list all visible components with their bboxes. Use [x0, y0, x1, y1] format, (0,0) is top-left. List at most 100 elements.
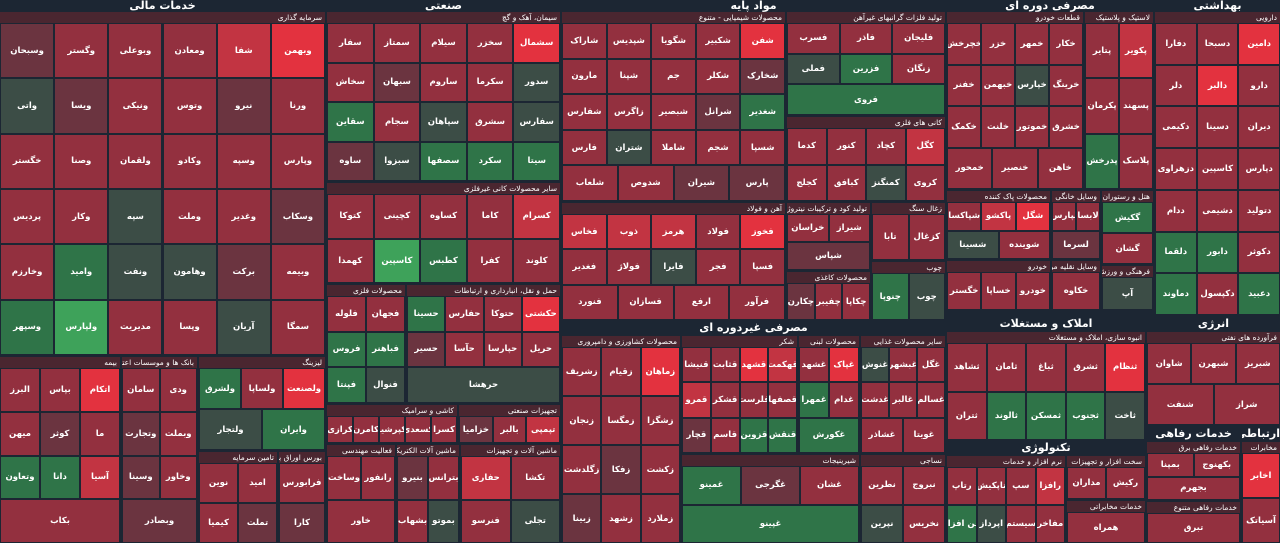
stock-tile: فجر	[695, 249, 741, 285]
stock-tile: فایرا	[651, 249, 696, 285]
group-title: وسایل نقلیه موتوری	[1052, 261, 1100, 272]
stock-tile: شنفت	[1147, 384, 1214, 425]
group-title: فعالیت مهندسی	[327, 445, 395, 456]
stock-tile: خزامیا	[459, 416, 493, 443]
stock-tile: زمگسا	[601, 396, 641, 445]
stock-tile: غمهرا	[799, 382, 829, 418]
stock-tile: وبصادر	[122, 499, 197, 543]
stock-tile: خلنت	[981, 106, 1015, 148]
stock-tile: ثامان	[986, 343, 1027, 392]
stock-tile: شرانل	[695, 94, 741, 130]
group-title: سایر محصولات کانی غیرفلزی	[327, 183, 560, 194]
stock-tile: ولشرق	[199, 368, 241, 409]
stock-tile: لسرما	[1052, 230, 1100, 259]
stock-tile: بموتو	[428, 499, 459, 543]
stock-tile: حفارس	[445, 296, 484, 332]
stock-tile: فزرین	[839, 53, 893, 85]
group-title: تولید فلزات گرانبهای غیرآهن	[787, 12, 945, 23]
stock-tile: اپرداز	[976, 505, 1006, 543]
group-title: خدمات مخابراتی	[1067, 501, 1145, 512]
stock-tile: ثتران	[947, 391, 987, 440]
sector-title: صنعتی	[327, 0, 560, 12]
stock-tile: حسیر	[407, 331, 446, 368]
stock-tile: سجام	[373, 102, 421, 142]
stock-tile: حپارسا	[483, 331, 522, 368]
stock-tile: خنصیر	[992, 147, 1038, 189]
stock-tile: حفاری	[461, 456, 511, 500]
stock-tile: شخارک	[740, 58, 785, 95]
stock-tile: پکویر	[1119, 23, 1153, 79]
group-title: کانی های فلزی	[787, 117, 945, 128]
stock-tile: بالبر	[492, 416, 527, 443]
stock-tile: غشان	[800, 466, 859, 505]
stock-tile: نبروج	[903, 466, 945, 505]
sector-title: بهداشتی	[1155, 0, 1280, 12]
stock-tile: شجم	[695, 129, 741, 166]
stock-tile: سمگا	[270, 299, 325, 355]
stock-tile: شاملا	[651, 129, 696, 166]
stock-tile: کجلج	[787, 164, 827, 201]
stock-tile: خودرو	[1015, 272, 1050, 310]
stock-tile: آسیا	[80, 455, 120, 500]
stock-tile: سقاین	[327, 102, 374, 142]
stock-tile: شپاکسا	[947, 202, 982, 231]
stock-tile: وملت	[162, 189, 217, 245]
stock-tile: دکوثر	[1238, 231, 1280, 274]
stock-tile: خچرخش	[947, 23, 981, 65]
stock-tile: شوینده	[998, 230, 1050, 259]
stock-tile: فارس	[562, 129, 607, 166]
stock-tile: سپ	[1006, 467, 1036, 505]
group-title: سرمایه گذاری	[0, 12, 325, 23]
stock-tile: تملت	[238, 503, 277, 543]
group-title: محصولات پاک کننده	[947, 191, 1050, 202]
stock-tile: چکارن	[787, 283, 815, 320]
stock-tile: کسرام	[513, 194, 560, 239]
stock-tile: دالبر	[1196, 64, 1239, 107]
sector-title: خدمات رفاهی	[1147, 428, 1240, 440]
stock-tile: غمینو	[682, 466, 741, 505]
stock-tile: بکهنوج	[1193, 453, 1240, 477]
stock-tile: غپینو	[682, 504, 859, 543]
stock-tile: رانفور	[361, 456, 395, 500]
stock-tile: وبملت	[159, 411, 197, 456]
stock-tile: کچینی	[373, 194, 421, 239]
stock-tile: کدما	[787, 128, 827, 165]
stock-tile: ارفع	[673, 284, 730, 320]
sector-title: مصرفی دوره ای	[947, 0, 1153, 12]
group-title: تجهیزات صنعتی	[459, 405, 560, 416]
stock-tile: بپاس	[40, 368, 80, 412]
stock-tile: سیستم	[1006, 505, 1036, 543]
stock-tile: سپه	[108, 189, 163, 245]
stock-tile: تابا	[872, 214, 909, 260]
stock-tile: قمرو	[682, 382, 711, 418]
stock-tile: شپدیس	[606, 23, 652, 59]
stock-tile: خراسان	[787, 214, 829, 242]
stock-tile: پاکشو	[981, 202, 1016, 231]
stock-tile: نپرین	[861, 504, 903, 543]
stock-tile: شاوان	[1147, 343, 1192, 384]
stock-tile: شیراز	[828, 214, 870, 242]
stock-tile: وکادو	[162, 133, 217, 189]
stock-tile: امید	[238, 463, 277, 503]
stock-tile: ثجنوب	[1065, 391, 1106, 440]
stock-tile: تاپکیش	[976, 467, 1006, 505]
stock-tile: ودی	[159, 368, 197, 412]
stock-tile: وایران	[262, 409, 325, 450]
stock-tile: وپارس	[270, 133, 325, 189]
stock-tile: ثاخت	[1105, 391, 1145, 440]
stock-tile: غالبر	[889, 382, 917, 418]
stock-tile: خموتور	[1015, 106, 1049, 148]
stock-tile: زنجان	[562, 396, 602, 445]
stock-tile: زقیام	[601, 347, 641, 396]
group-title: خودرو	[947, 261, 1050, 272]
stock-tile: قشکر	[710, 382, 740, 418]
stock-tile: اخابر	[1242, 453, 1280, 498]
stock-tile: تبرق	[1147, 513, 1240, 543]
stock-tile: زکشت	[640, 445, 680, 494]
stock-tile: بمپنا	[1147, 453, 1194, 477]
stock-tile: شبهرن	[1191, 343, 1236, 384]
sector-title: انرژی	[1147, 318, 1280, 330]
stock-tile: فخاس	[562, 214, 607, 250]
stock-tile: پسهند	[1119, 78, 1153, 134]
group-title: ماشین آلات و تجهیزات	[461, 445, 560, 456]
